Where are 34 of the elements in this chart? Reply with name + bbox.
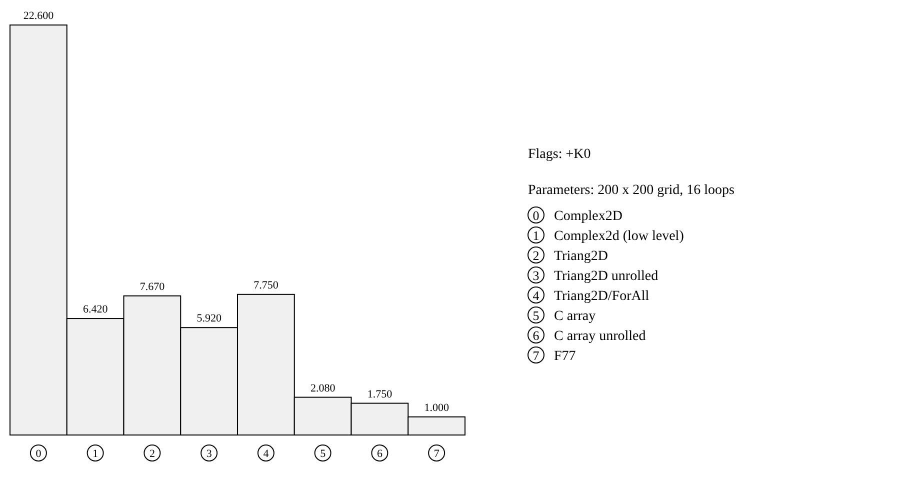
data-label: 1.750 [367,388,393,400]
x-tick-label: 0 [36,448,42,460]
category-label: 1 [532,228,540,243]
data-label: 1.000 [424,402,450,414]
category-label: 0 [532,208,540,223]
category-label: 3 [532,268,540,283]
data-label: 22.600 [23,10,54,22]
data-label: 7.670 [140,280,166,293]
category-label: 6 [532,328,540,343]
text: Triang2D unrolled [554,269,658,284]
text: Triang2D/ForAll [554,289,650,304]
data-label: 5.920 [196,312,222,325]
x-tick-label: 3 [206,448,212,460]
x-tick-label: 5 [320,448,326,460]
text: Parameters: 200 x 200 grid, 16 loops [528,183,734,198]
data-label: 6.420 [82,304,108,316]
x-tick-label: 1 [92,448,98,460]
text: C array unrolled [554,329,646,344]
x-tick-label: 7 [434,448,440,460]
text: C array [554,309,596,324]
category-label: 5 [532,308,540,323]
category-label: 4 [532,288,540,303]
category-label: 2 [532,248,540,263]
text: Complex2D [554,209,622,224]
data-label: 7.750 [254,279,279,292]
text: Flags: +K0 [528,147,591,162]
text: Complex2d (low level) [554,229,684,244]
x-tick-label: 6 [376,448,383,460]
x-tick-label: 2 [149,448,155,460]
text: Triang2D [554,249,608,264]
category-label: 7 [532,348,540,363]
x-tick-label: 4 [263,448,270,460]
data-label: 2.080 [310,382,336,394]
text: F77 [554,349,576,364]
